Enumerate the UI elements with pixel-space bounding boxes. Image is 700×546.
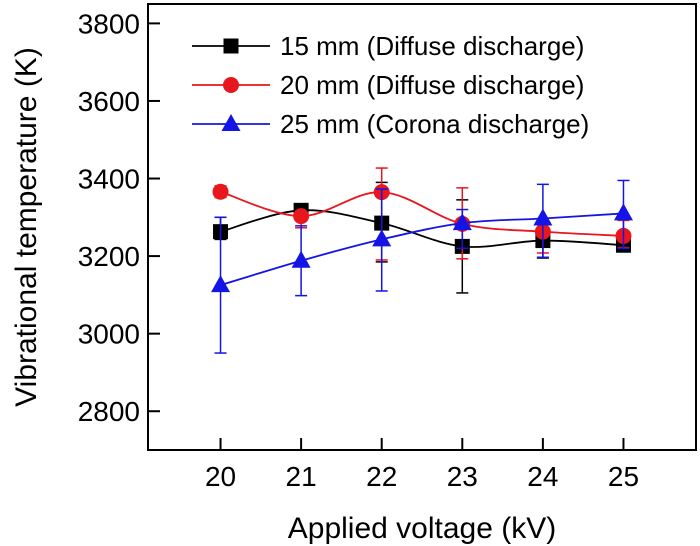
x-tick-label: 24	[527, 461, 558, 492]
legend: 15 mm (Diffuse discharge) 20 mm (Diffuse …	[192, 31, 589, 139]
series-1	[213, 181, 631, 294]
series-line	[220, 209, 624, 248]
x-axis-label: Applied voltage (kV)	[288, 512, 556, 545]
series-3	[211, 179, 633, 354]
data-point	[211, 275, 231, 293]
data-point	[452, 213, 472, 231]
data-point	[293, 208, 310, 225]
data-point	[613, 203, 633, 221]
x-tick-label: 23	[447, 461, 478, 492]
legend-label: 15 mm (Diffuse discharge)	[280, 31, 584, 61]
legend-item: 25 mm (Corona discharge)	[192, 109, 589, 139]
y-tick-label: 3800	[78, 8, 140, 39]
legend-label: 25 mm (Corona discharge)	[280, 109, 589, 139]
data-point	[212, 183, 229, 200]
x-tick-label: 25	[608, 461, 639, 492]
legend-item: 15 mm (Diffuse discharge)	[192, 31, 584, 61]
y-tick-label: 2800	[78, 396, 140, 427]
x-tick-label: 20	[205, 461, 236, 492]
data-point	[372, 229, 392, 247]
x-tick-label: 21	[286, 461, 317, 492]
legend-label: 20 mm (Diffuse discharge)	[280, 70, 584, 100]
y-tick-label: 3600	[78, 86, 140, 117]
x-tick-label: 22	[366, 461, 397, 492]
x-axis: 20 21 22 23 24 25	[205, 438, 639, 492]
data-point	[533, 208, 553, 226]
y-tick-label: 3200	[78, 241, 140, 272]
series-line	[220, 190, 624, 237]
legend-marker	[223, 38, 239, 54]
y-axis: 2800 3000 3200 3400 3600 3800	[78, 8, 160, 427]
legend-marker	[223, 77, 239, 93]
series-line	[220, 212, 624, 287]
plot-frame	[147, 3, 697, 451]
series-layer	[211, 167, 633, 354]
y-tick-label: 3000	[78, 319, 140, 350]
y-axis-label: Vibrational temperature (K)	[10, 47, 43, 407]
legend-marker	[221, 114, 241, 131]
y-tick-label: 3400	[78, 164, 140, 195]
legend-item: 20 mm (Diffuse discharge)	[192, 70, 584, 100]
data-point	[291, 250, 311, 268]
